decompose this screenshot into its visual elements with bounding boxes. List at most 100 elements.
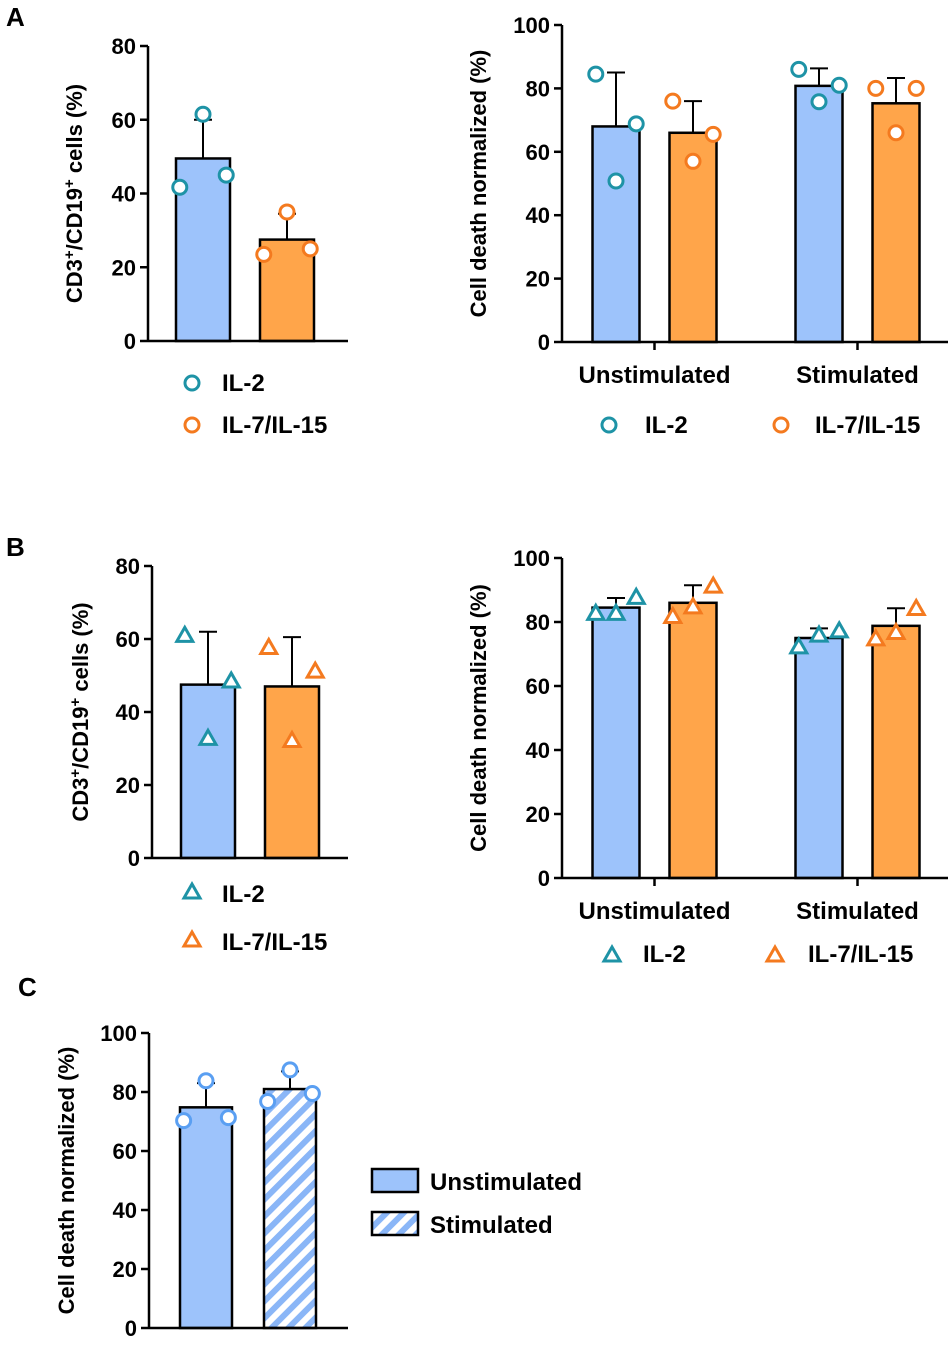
x-category-label: Stimulated <box>796 362 919 389</box>
y-tick-label: 100 <box>513 546 550 571</box>
legend-circle-icon-il715 <box>183 416 201 434</box>
y-tick-label: 0 <box>538 866 550 891</box>
data-point <box>174 624 196 643</box>
data-point <box>808 624 830 643</box>
y-tick-label: 80 <box>526 610 550 635</box>
data-point <box>194 105 212 123</box>
data-point <box>605 602 627 621</box>
data-point <box>627 115 645 133</box>
chart-b-right: 0 20 40 60 80 100 Cell death normalized (%) Uns… <box>466 546 948 925</box>
data-point <box>867 79 885 97</box>
bar <box>591 125 641 344</box>
data-point <box>885 621 907 641</box>
y-tick-label: 60 <box>112 108 136 133</box>
y-tick-label: 80 <box>113 1080 137 1105</box>
y-axis-label: Cell death normalized (%) <box>466 50 491 318</box>
bar <box>871 102 921 344</box>
legend-label-il2: IL-2 <box>222 370 265 397</box>
y-tick-label: 100 <box>100 1021 137 1046</box>
legend-label-il715: IL-7/IL-15 <box>222 412 327 439</box>
legend-circle-icon-il715 <box>772 416 790 434</box>
bar <box>179 683 237 860</box>
legend-c: Unstimulated Stimulated <box>370 1167 582 1239</box>
y-tick-label: 60 <box>113 1139 137 1164</box>
data-point <box>790 60 808 78</box>
legend-triangle-icon-il715 <box>764 943 786 963</box>
legend-triangle-icon-il715 <box>181 928 203 948</box>
legend-label-il2: IL-2 <box>645 412 688 439</box>
data-point <box>585 602 607 621</box>
data-point <box>171 178 189 196</box>
panel-label-b: B <box>6 532 25 562</box>
data-point <box>587 65 605 83</box>
legend-label-il715: IL-7/IL-15 <box>222 929 327 956</box>
bar <box>263 685 321 860</box>
bar <box>794 636 844 880</box>
data-point <box>865 627 887 647</box>
y-tick-label: 0 <box>538 330 550 355</box>
data-point <box>887 124 905 142</box>
legend-label-stimulated: Stimulated <box>430 1212 553 1239</box>
legend-swatch-stimulated <box>370 1210 420 1237</box>
bar <box>174 157 232 343</box>
y-tick-label: 0 <box>128 846 140 871</box>
data-point <box>258 636 280 655</box>
y-tick-label: 60 <box>526 140 550 165</box>
chart-a-left: 0 20 40 60 80 CD3+/CD19+ cells (%) <box>61 34 348 354</box>
data-point <box>664 92 682 110</box>
legend-label-il715: IL-7/IL-15 <box>808 941 913 968</box>
data-point <box>175 1112 193 1130</box>
legend-swatch-unstimulated <box>370 1167 420 1194</box>
data-point <box>303 1084 321 1102</box>
y-tick-label: 80 <box>112 34 136 59</box>
data-point <box>259 1092 277 1110</box>
legend-a-left: IL-2 IL-7/IL-15 <box>183 370 327 439</box>
y-tick-label: 0 <box>124 329 136 354</box>
data-point <box>828 619 850 639</box>
legend-a-right: IL-2 IL-7/IL-15 <box>600 412 920 439</box>
y-tick-label: 60 <box>526 674 550 699</box>
y-tick-label: 40 <box>116 700 140 725</box>
legend-b-left: IL-2 IL-7/IL-15 <box>181 880 327 956</box>
legend-circle-icon-il2 <box>600 416 618 434</box>
x-category-label: Unstimulated <box>578 898 730 925</box>
data-point <box>907 79 925 97</box>
y-tick-label: 40 <box>526 203 550 228</box>
y-tick-label: 80 <box>116 554 140 579</box>
data-point <box>304 660 326 679</box>
y-tick-label: 20 <box>112 255 136 280</box>
data-point <box>788 635 810 655</box>
y-tick-label: 40 <box>526 738 550 763</box>
legend-triangle-icon-il2 <box>181 880 203 900</box>
y-tick-label: 20 <box>526 267 550 292</box>
y-tick-label: 0 <box>125 1316 137 1341</box>
y-axis-label: Cell death normalized (%) <box>466 584 491 852</box>
chart-a-right: 0 20 40 60 80 100 Cell death normalized (%) Uns… <box>466 13 948 389</box>
legend-label-unstimulated: Unstimulated <box>430 1169 582 1196</box>
data-point <box>625 586 647 605</box>
chart-b-left: 0 20 40 60 80 CD3+/CD19+ cells (%) <box>67 554 348 871</box>
legend-label-il2: IL-2 <box>222 881 265 908</box>
legend-triangle-icon-il2 <box>601 943 623 963</box>
y-axis-label: CD3+/CD19+ cells (%) <box>67 602 94 821</box>
legend-circle-icon-il2 <box>183 374 201 392</box>
data-point <box>281 1061 299 1079</box>
x-category-label: Stimulated <box>796 898 919 925</box>
y-axis-label: Cell death normalized (%) <box>54 1047 79 1315</box>
data-point <box>217 166 235 184</box>
data-point <box>301 240 319 258</box>
x-category-label: Unstimulated <box>578 362 730 389</box>
data-point <box>684 152 702 170</box>
bar <box>591 606 641 880</box>
y-tick-label: 20 <box>116 773 140 798</box>
data-point <box>220 670 242 689</box>
data-point <box>830 76 848 94</box>
y-tick-label: 20 <box>113 1257 137 1282</box>
data-point <box>197 727 219 746</box>
data-point <box>278 203 296 221</box>
data-point <box>219 1109 237 1127</box>
data-point <box>197 1072 215 1090</box>
panel-label-c: C <box>18 972 37 1002</box>
data-point <box>607 172 625 190</box>
